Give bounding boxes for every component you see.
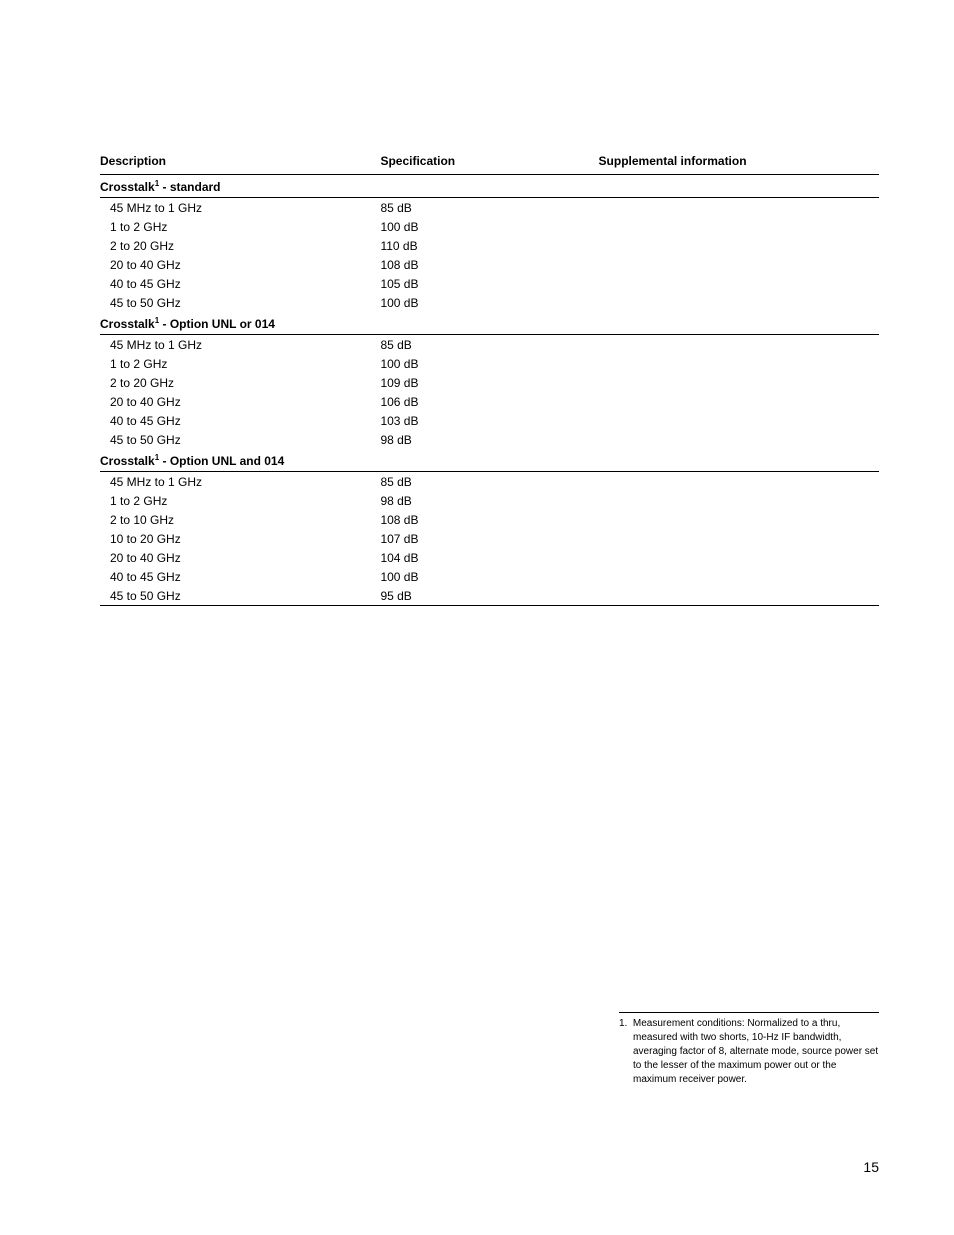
spec-cell: 100 dB xyxy=(380,567,598,586)
spec-cell: 98 dB xyxy=(380,430,598,449)
supp-cell xyxy=(599,392,879,411)
footnote: 1. Measurement conditions: Normalized to… xyxy=(619,1012,879,1087)
spec-cell: 105 dB xyxy=(380,274,598,293)
supp-cell xyxy=(599,274,879,293)
spec-cell: 95 dB xyxy=(380,586,598,606)
spec-cell: 109 dB xyxy=(380,373,598,392)
supp-cell xyxy=(599,491,879,510)
section-header: Crosstalk1 - Option UNL and 014 xyxy=(100,449,879,472)
spec-cell: 100 dB xyxy=(380,217,598,236)
supp-cell xyxy=(599,430,879,449)
desc-cell: 45 MHz to 1 GHz xyxy=(100,472,380,492)
footnote-body: Measurement conditions: Normalized to a … xyxy=(633,1018,878,1085)
supp-cell xyxy=(599,510,879,529)
desc-cell: 2 to 10 GHz xyxy=(100,510,380,529)
desc-cell: 20 to 40 GHz xyxy=(100,255,380,274)
desc-cell: 45 to 50 GHz xyxy=(100,430,380,449)
desc-cell: 2 to 20 GHz xyxy=(100,373,380,392)
header-supplemental: Supplemental information xyxy=(599,150,879,175)
desc-cell: 40 to 45 GHz xyxy=(100,274,380,293)
desc-cell: 10 to 20 GHz xyxy=(100,529,380,548)
desc-cell: 45 MHz to 1 GHz xyxy=(100,198,380,218)
supp-cell xyxy=(599,373,879,392)
header-specification: Specification xyxy=(380,150,598,175)
supp-cell xyxy=(599,217,879,236)
desc-cell: 20 to 40 GHz xyxy=(100,548,380,567)
spec-cell: 110 dB xyxy=(380,236,598,255)
section-header: Crosstalk1 - standard xyxy=(100,175,879,198)
supp-cell xyxy=(599,198,879,218)
spec-cell: 85 dB xyxy=(380,472,598,492)
desc-cell: 45 to 50 GHz xyxy=(100,586,380,606)
spec-cell: 108 dB xyxy=(380,510,598,529)
footnote-number: 1. xyxy=(619,1018,627,1029)
supp-cell xyxy=(599,255,879,274)
spec-cell: 106 dB xyxy=(380,392,598,411)
page-number: 15 xyxy=(863,1159,879,1175)
desc-cell: 1 to 2 GHz xyxy=(100,491,380,510)
supp-cell xyxy=(599,411,879,430)
section-header: Crosstalk1 - Option UNL or 014 xyxy=(100,312,879,335)
spec-cell: 104 dB xyxy=(380,548,598,567)
supp-cell xyxy=(599,586,879,606)
spec-cell: 108 dB xyxy=(380,255,598,274)
spec-cell: 98 dB xyxy=(380,491,598,510)
spec-cell: 100 dB xyxy=(380,354,598,373)
desc-cell: 1 to 2 GHz xyxy=(100,354,380,373)
supp-cell xyxy=(599,354,879,373)
desc-cell: 45 MHz to 1 GHz xyxy=(100,335,380,355)
desc-cell: 20 to 40 GHz xyxy=(100,392,380,411)
spec-cell: 107 dB xyxy=(380,529,598,548)
desc-cell: 40 to 45 GHz xyxy=(100,567,380,586)
supp-cell xyxy=(599,236,879,255)
supp-cell xyxy=(599,293,879,312)
supp-cell xyxy=(599,548,879,567)
spec-cell: 85 dB xyxy=(380,198,598,218)
desc-cell: 40 to 45 GHz xyxy=(100,411,380,430)
spec-cell: 103 dB xyxy=(380,411,598,430)
spec-cell: 100 dB xyxy=(380,293,598,312)
desc-cell: 2 to 20 GHz xyxy=(100,236,380,255)
supp-cell xyxy=(599,567,879,586)
supp-cell xyxy=(599,335,879,355)
header-description: Description xyxy=(100,150,380,175)
desc-cell: 45 to 50 GHz xyxy=(100,293,380,312)
desc-cell: 1 to 2 GHz xyxy=(100,217,380,236)
spec-cell: 85 dB xyxy=(380,335,598,355)
spec-table: Description Specification Supplemental i… xyxy=(100,150,879,606)
supp-cell xyxy=(599,529,879,548)
supp-cell xyxy=(599,472,879,492)
